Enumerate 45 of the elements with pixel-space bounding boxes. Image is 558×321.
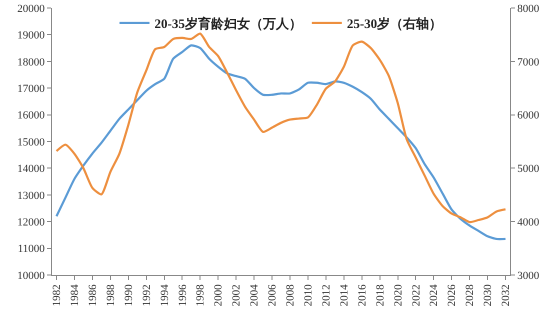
x-tick-label: 2002 (230, 284, 243, 306)
y2-tick-label: 5000 (517, 163, 540, 176)
x-tick-label: 2006 (266, 284, 279, 306)
y-tick-label: 13000 (17, 190, 46, 202)
x-tick-label: 2008 (284, 284, 297, 306)
y-tick-label: 14000 (17, 163, 46, 176)
x-tick-label: 2014 (338, 284, 350, 306)
legend-label: 25-30岁（右轴） (346, 16, 442, 32)
x-tick-label: 2016 (356, 284, 368, 306)
y-tick-label: 12000 (17, 216, 46, 228)
x-tick-label: 2010 (302, 284, 315, 306)
x-tick-label: 1990 (122, 284, 135, 306)
x-tick-label: 1992 (140, 284, 153, 306)
y2-tick-label: 8000 (517, 2, 540, 15)
y-tick-label: 15000 (17, 136, 46, 148)
x-tick-label: 2020 (392, 284, 404, 306)
x-tick-label: 1998 (194, 284, 207, 306)
y-tick-label: 17000 (17, 82, 46, 95)
x-tick-label: 2026 (446, 284, 458, 306)
x-tick-label: 2032 (500, 284, 512, 306)
y2-tick-label: 3000 (517, 270, 540, 282)
legend-label: 20-35岁育龄妇女（万人） (154, 16, 302, 32)
x-tick-label: 2000 (212, 284, 225, 306)
x-tick-label: 2030 (482, 284, 494, 306)
y-tick-label: 16000 (17, 110, 46, 122)
x-tick-label: 2024 (428, 284, 440, 306)
x-tick-label: 2018 (374, 284, 386, 306)
x-tick-label: 1984 (69, 284, 82, 306)
y2-tick-label: 4000 (517, 216, 540, 228)
x-tick-label: 1996 (176, 284, 189, 306)
x-tick-label: 2004 (248, 284, 261, 306)
x-tick-label: 2028 (464, 284, 476, 306)
x-tick-label: 2022 (410, 284, 422, 306)
x-tick-label: 2012 (320, 284, 332, 306)
x-tick-label: 1994 (158, 284, 171, 306)
y-tick-label: 18000 (17, 56, 46, 68)
y-tick-label: 20000 (17, 2, 46, 15)
y-tick-label: 19000 (17, 30, 46, 42)
x-tick-label: 1982 (51, 284, 64, 306)
y-tick-label: 11000 (18, 243, 46, 256)
y2-tick-label: 6000 (517, 110, 540, 122)
x-tick-label: 1986 (86, 284, 99, 306)
x-tick-label: 1988 (104, 284, 117, 306)
y2-tick-label: 7000 (517, 56, 540, 68)
y-tick-label: 10000 (17, 270, 46, 282)
